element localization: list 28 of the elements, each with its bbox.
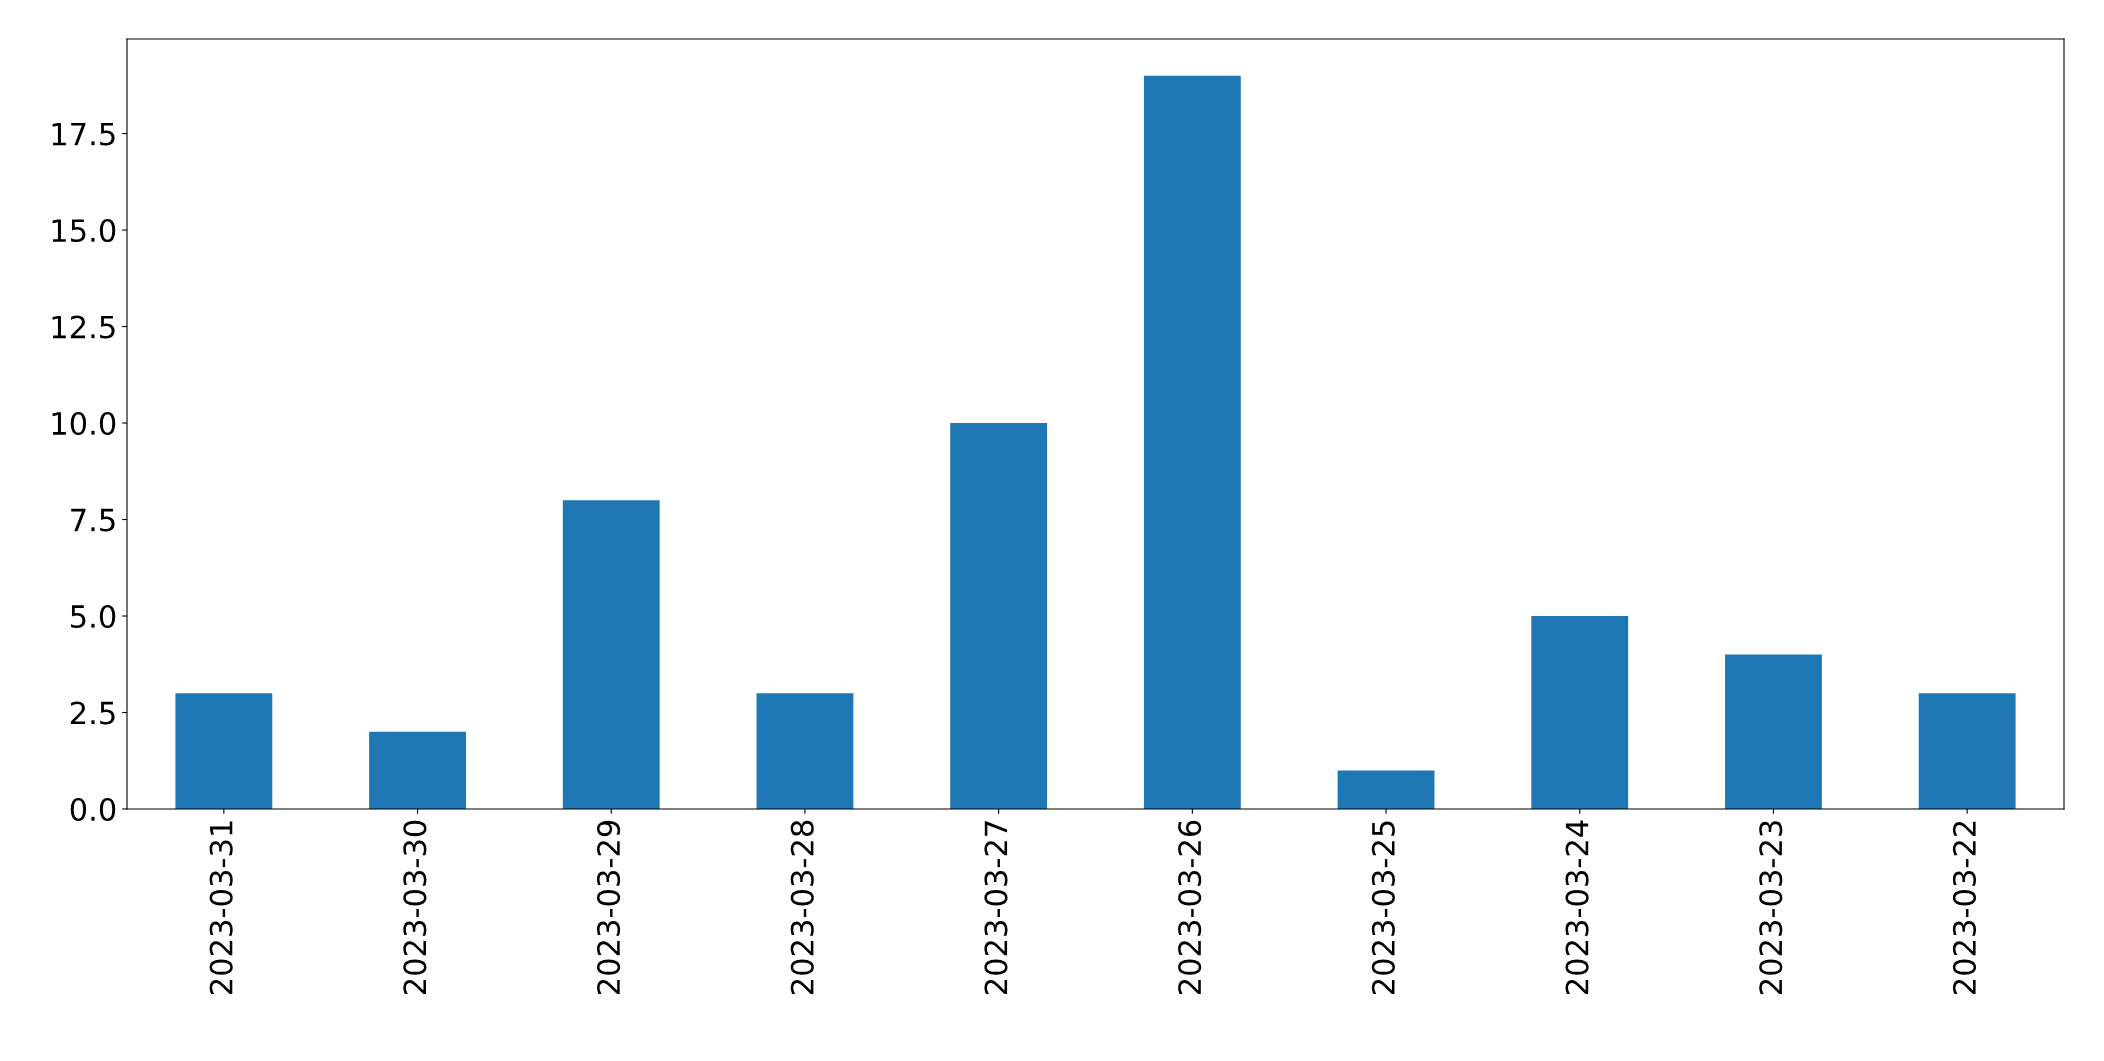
x-tick-label: 2023-03-29 xyxy=(597,820,621,995)
y-tick-label: 5.0 xyxy=(71,604,116,629)
x-tick-label: 2023-03-31 xyxy=(209,821,233,995)
x-tick-label: 2023-03-22 xyxy=(1952,821,1977,995)
y-tick-label: 10.0 xyxy=(52,411,116,436)
x-tick-label: 2023-03-25 xyxy=(1371,821,1395,995)
bar xyxy=(1725,654,1822,809)
bar xyxy=(1531,616,1629,809)
bar xyxy=(1918,693,2016,809)
bar xyxy=(950,423,1048,809)
x-tick-label: 2023-03-26 xyxy=(1178,820,1202,995)
bar xyxy=(756,693,854,809)
bar xyxy=(175,693,273,809)
x-tick-label: 2023-03-24 xyxy=(1565,820,1589,995)
bar xyxy=(562,500,660,809)
y-tick-label: 12.5 xyxy=(52,315,115,339)
y-tick-label: 17.5 xyxy=(52,122,115,146)
x-tick-label: 2023-03-23 xyxy=(1759,821,1783,995)
bar xyxy=(369,731,466,809)
x-tick-label: 2023-03-30 xyxy=(403,820,427,995)
x-tick-label: 2023-03-27 xyxy=(984,821,1008,995)
x-tick-label: 2023-03-28 xyxy=(790,820,814,995)
y-tick-label: 0.0 xyxy=(70,797,116,822)
bar xyxy=(1143,75,1241,809)
bar xyxy=(1337,770,1435,809)
y-tick-label: 15.0 xyxy=(52,218,116,243)
y-tick-label: 2.5 xyxy=(70,701,115,725)
y-tick-label: 7.5 xyxy=(71,508,115,532)
